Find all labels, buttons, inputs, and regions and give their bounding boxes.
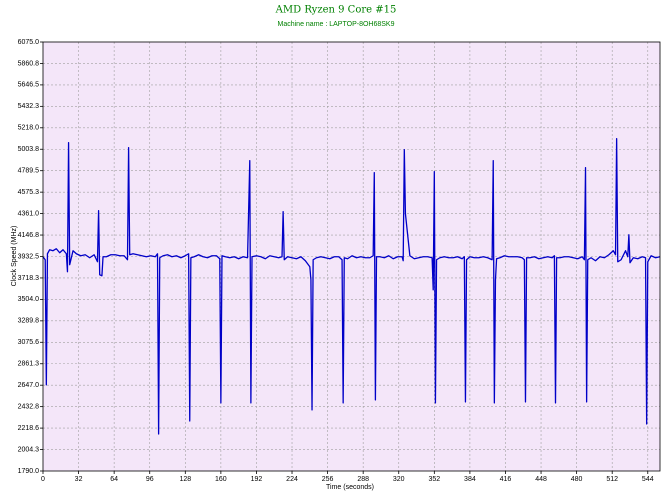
y-tick-label: 5218.0 <box>18 125 40 132</box>
x-tick-label: 224 <box>286 476 298 483</box>
y-tick-label: 3504.0 <box>18 296 40 303</box>
y-tick-label: 5003.8 <box>18 146 40 153</box>
y-tick-label: 4575.3 <box>18 189 40 196</box>
x-tick-label: 256 <box>322 476 334 483</box>
x-tick-label: 384 <box>464 476 476 483</box>
x-tick-label: 448 <box>535 476 547 483</box>
clock-line <box>42 137 661 435</box>
y-tick-label: 1790.0 <box>18 468 40 475</box>
x-tick-label: 192 <box>251 476 263 483</box>
y-tick-label: 3932.5 <box>18 253 40 260</box>
y-tick-label: 5646.5 <box>18 82 40 89</box>
x-axis-label: Time (seconds) <box>326 484 374 491</box>
y-tick-label: 2647.0 <box>18 382 40 389</box>
x-tick-label: 160 <box>215 476 227 483</box>
y-tick-label: 2861.3 <box>18 361 40 368</box>
x-tick-label: 64 <box>110 476 118 483</box>
y-tick-label: 5860.8 <box>18 60 40 67</box>
x-tick-label: 480 <box>571 476 583 483</box>
x-tick-label: 288 <box>357 476 369 483</box>
x-tick-label: 0 <box>41 476 45 483</box>
y-tick-label: 2218.6 <box>18 425 40 432</box>
y-axis-label: Clock Speed (MHz) <box>11 226 18 287</box>
y-tick-label: 6075.0 <box>18 39 40 46</box>
x-tick-label: 352 <box>428 476 440 483</box>
y-tick-label: 5432.3 <box>18 103 40 110</box>
y-tick-label: 4361.0 <box>18 210 40 217</box>
y-tick-label: 4146.8 <box>18 232 40 239</box>
x-tick-label: 32 <box>75 476 83 483</box>
x-tick-label: 544 <box>642 476 654 483</box>
x-tick-label: 96 <box>146 476 154 483</box>
y-tick-label: 2004.3 <box>18 446 40 453</box>
y-tick-label: 3718.3 <box>18 275 40 282</box>
chart-subtitle: Machine name : LAPTOP-8OH68SK9 <box>278 21 395 28</box>
x-tick-label: 128 <box>179 476 191 483</box>
y-tick-label: 4789.5 <box>18 168 40 175</box>
x-tick-label: 512 <box>606 476 618 483</box>
x-tick-label: 320 <box>393 476 405 483</box>
y-tick-label: 3075.6 <box>18 339 40 346</box>
chart-title: AMD Ryzen 9 Core #15 <box>275 5 397 16</box>
y-tick-label: 3289.8 <box>18 318 40 325</box>
y-tick-label: 2432.8 <box>18 403 40 410</box>
x-tick-label: 416 <box>500 476 512 483</box>
